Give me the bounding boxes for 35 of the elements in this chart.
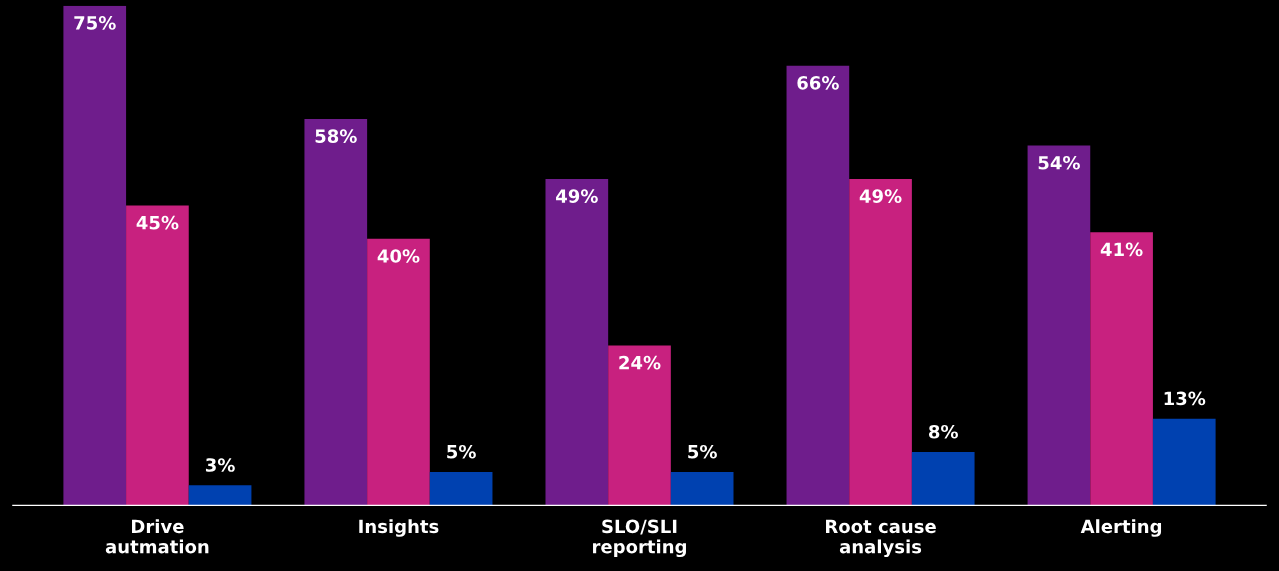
x-tick-label: Drive autmation bbox=[105, 519, 209, 554]
bar bbox=[849, 178, 912, 506]
bar bbox=[126, 205, 189, 506]
bar bbox=[429, 472, 493, 506]
bar bbox=[1090, 232, 1153, 506]
data-label: 40% bbox=[377, 249, 420, 263]
bar bbox=[670, 472, 734, 506]
bar bbox=[367, 238, 430, 506]
x-tick-label: Alerting bbox=[1080, 519, 1162, 537]
x-tick-label: SLO/SLI reporting bbox=[593, 519, 686, 558]
x-tick-label: Root cause analysis bbox=[826, 519, 936, 558]
data-label: 13% bbox=[1164, 391, 1206, 406]
data-label: 5% bbox=[447, 444, 476, 459]
data-label: 5% bbox=[688, 444, 717, 459]
data-label: 8% bbox=[928, 424, 958, 439]
data-label: 45% bbox=[136, 215, 179, 230]
bar bbox=[911, 452, 975, 506]
bar bbox=[545, 178, 609, 506]
data-label: 41% bbox=[1100, 242, 1143, 257]
data-label: 54% bbox=[1038, 155, 1080, 170]
bar bbox=[608, 345, 671, 506]
x-tick-label: Insights bbox=[359, 519, 439, 537]
data-label: 49% bbox=[859, 189, 902, 203]
data-label: 24% bbox=[619, 355, 661, 370]
bar bbox=[1027, 145, 1091, 506]
bar bbox=[188, 485, 252, 506]
data-label: 58% bbox=[315, 129, 357, 143]
data-label: 3% bbox=[205, 458, 235, 472]
bar bbox=[786, 65, 850, 506]
data-label: 75% bbox=[74, 16, 116, 30]
bar bbox=[63, 5, 127, 506]
bar bbox=[1152, 418, 1216, 506]
data-label: 66% bbox=[797, 75, 839, 90]
bar bbox=[304, 118, 368, 506]
data-label: 49% bbox=[556, 189, 598, 203]
